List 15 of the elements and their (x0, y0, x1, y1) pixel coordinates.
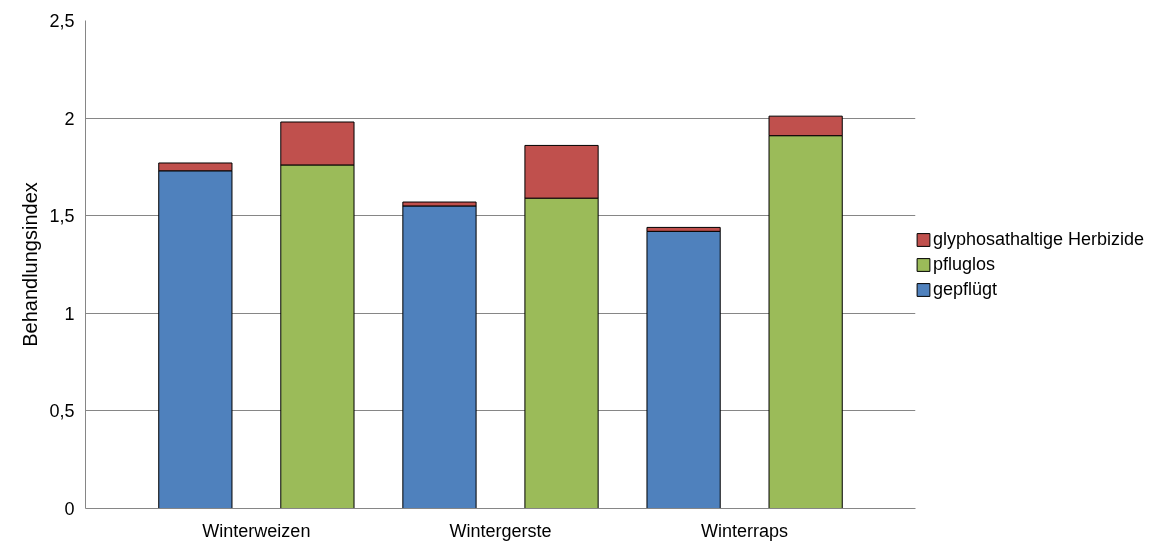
y-tick-label: 1 (64, 303, 75, 324)
x-tick-label: Wintergerste (449, 520, 552, 541)
y-tick-label: 0,5 (49, 401, 75, 422)
bar (402, 205, 477, 509)
legend-label: glyphosathaltige Herbizide (933, 228, 1145, 250)
y-tick-label: 2,5 (49, 11, 75, 31)
legend-label: gepflügt (933, 278, 998, 300)
y-tick-label: 0 (64, 499, 75, 519)
y-tick-label: 2 (64, 108, 75, 129)
x-tick-label: Winterraps (701, 520, 789, 541)
y-axis-title: Behandlungsindex (19, 182, 42, 347)
legend-label: pfluglos (933, 253, 996, 275)
x-tick-label: Winterweizen (202, 520, 311, 541)
y-tick-label: 1,5 (49, 206, 75, 227)
bar (646, 230, 721, 509)
